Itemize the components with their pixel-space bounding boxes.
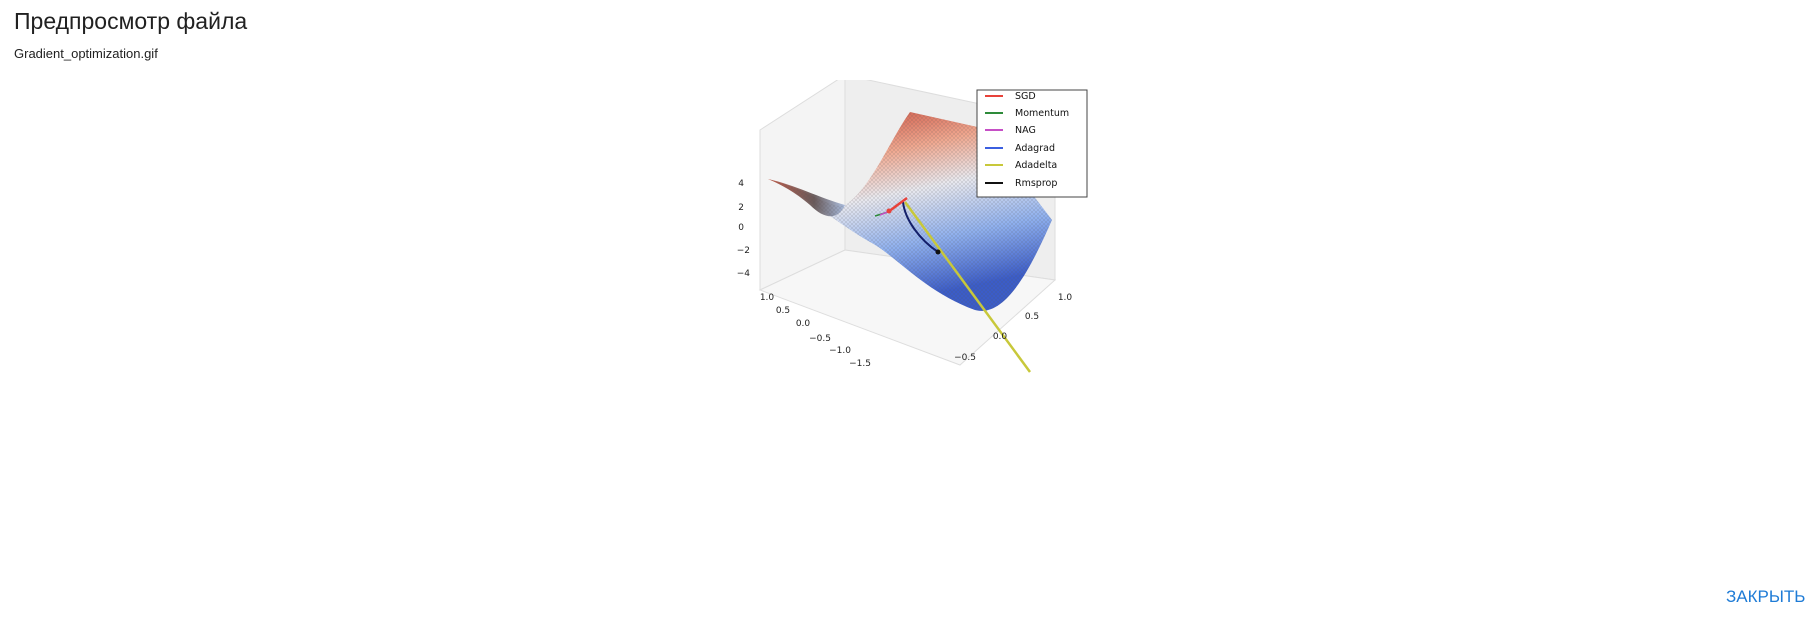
gif-preview: 4 2 0 −2 −4 1.0 0.5 0.0 −0.5 −1.0 −1.5 1… bbox=[720, 74, 1100, 380]
file-name: Gradient_optimization.gif bbox=[14, 46, 158, 61]
z-tick: −4 bbox=[737, 269, 751, 279]
legend: SGD Momentum NAG Adagrad Adadelta Rmsprop bbox=[976, 89, 1088, 198]
trajectory-rmsprop bbox=[902, 201, 939, 253]
z-tick: 0 bbox=[738, 223, 744, 233]
trajectory-adadelta bbox=[903, 201, 1032, 373]
surface-plot: 4 2 0 −2 −4 1.0 0.5 0.0 −0.5 −1.0 −1.5 1… bbox=[737, 74, 1088, 373]
x-axis-ticks: 1.0 0.5 0.0 −0.5 −1.0 −1.5 bbox=[760, 293, 871, 369]
close-button[interactable]: ЗАКРЫТЬ bbox=[1718, 583, 1813, 611]
x-tick: −0.5 bbox=[809, 334, 831, 344]
z-tick: 4 bbox=[738, 179, 744, 189]
x-tick: 1.0 bbox=[760, 293, 775, 303]
z-tick: −2 bbox=[737, 246, 750, 256]
z-tick: 2 bbox=[738, 203, 744, 213]
x-tick: −1.5 bbox=[849, 359, 871, 369]
legend-label: Adagrad bbox=[1015, 143, 1055, 154]
legend-label: SGD bbox=[1015, 91, 1036, 102]
x-tick: 0.5 bbox=[776, 306, 790, 316]
legend-label: Rmsprop bbox=[1015, 178, 1057, 189]
x-tick: 0.0 bbox=[796, 319, 811, 329]
y-tick: 0.0 bbox=[993, 332, 1008, 342]
legend-label: Adadelta bbox=[1015, 160, 1057, 171]
y-tick: 1.0 bbox=[1058, 293, 1073, 303]
z-axis-ticks: 4 2 0 −2 −4 bbox=[737, 179, 751, 279]
y-axis-ticks: 1.0 0.5 0.0 −0.5 bbox=[954, 293, 1072, 363]
dialog-title: Предпросмотр файла bbox=[14, 8, 248, 34]
legend-label: NAG bbox=[1015, 125, 1036, 136]
x-tick: −1.0 bbox=[829, 346, 851, 356]
y-tick: −0.5 bbox=[954, 353, 976, 363]
legend-label: Momentum bbox=[1015, 108, 1069, 119]
trajectory-sgd bbox=[887, 196, 908, 214]
y-tick: 0.5 bbox=[1025, 312, 1039, 322]
